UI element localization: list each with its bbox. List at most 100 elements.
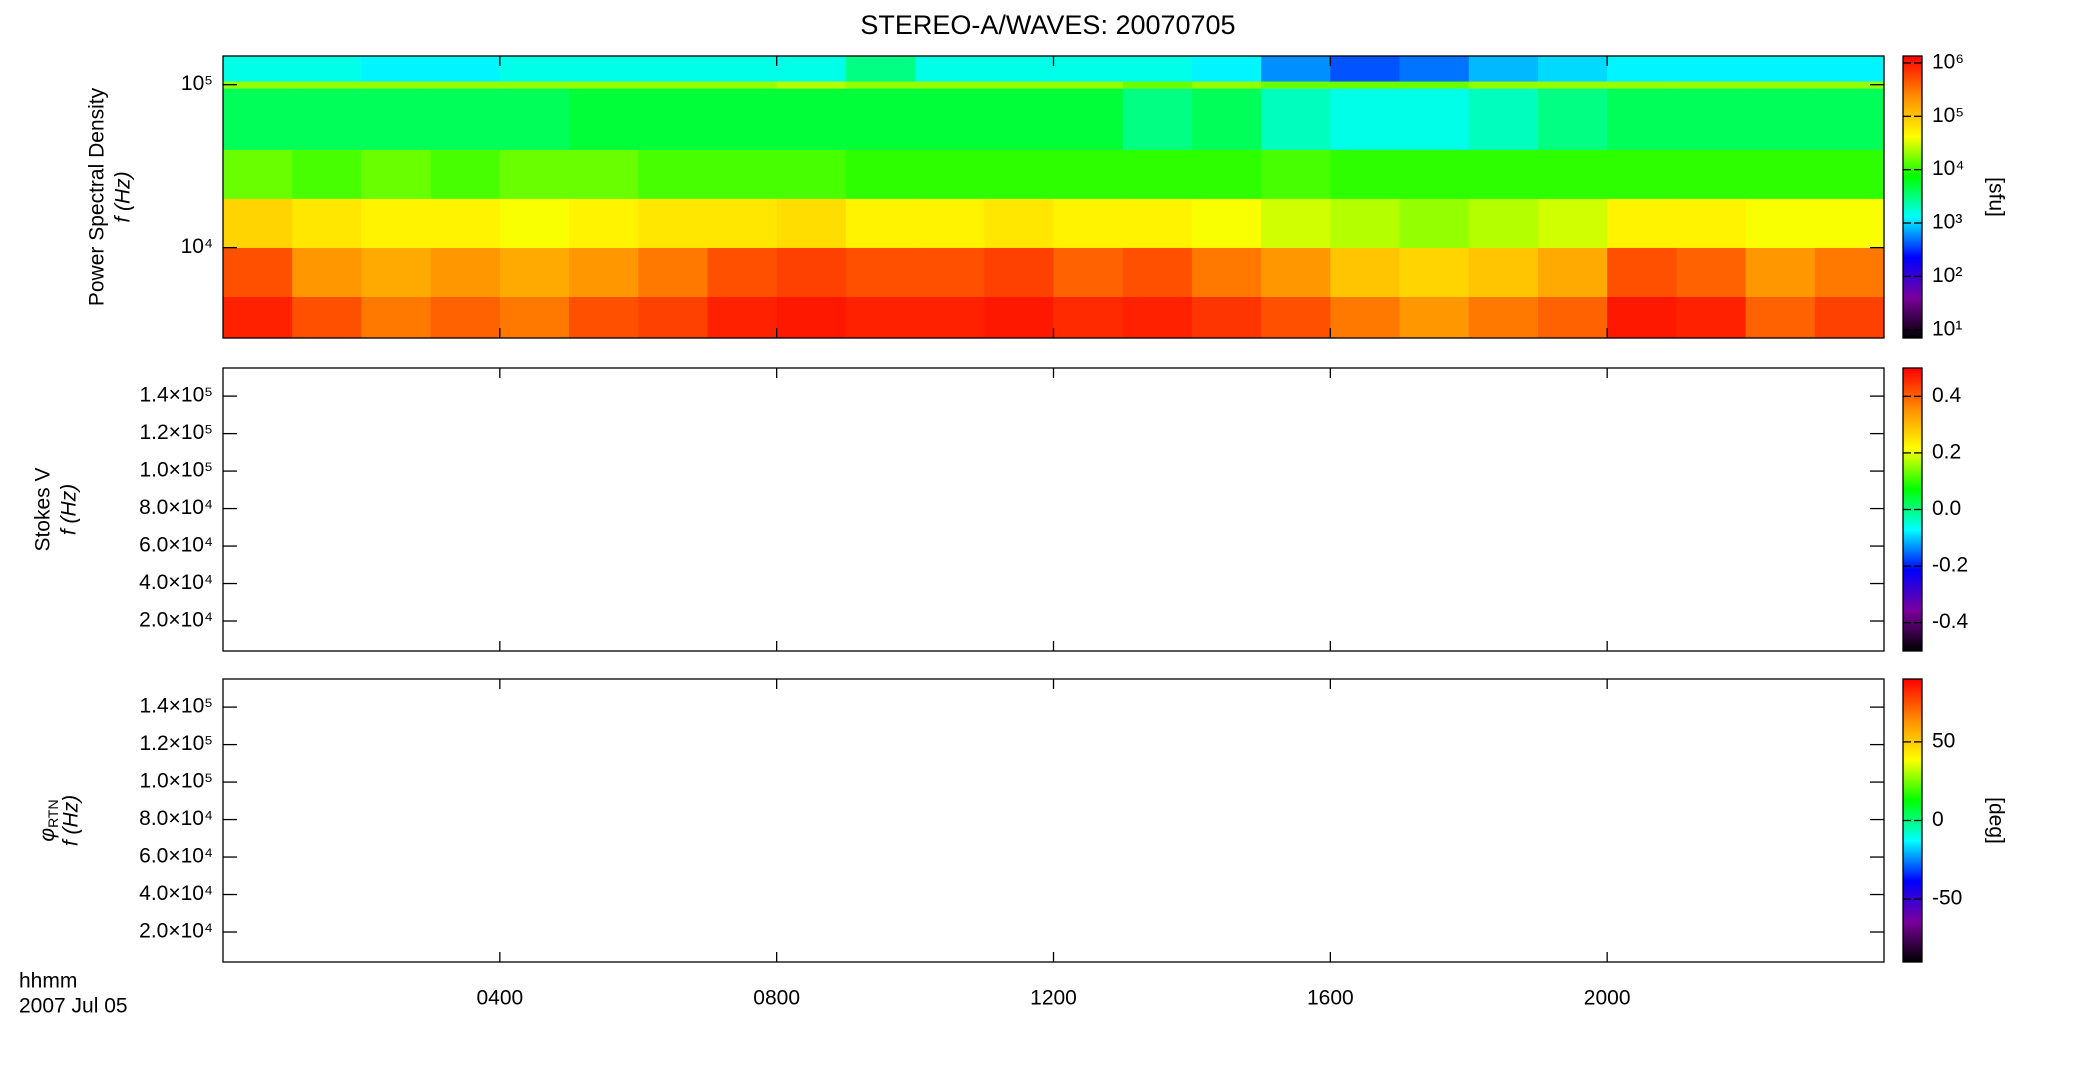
heatmap-cell: [1122, 149, 1193, 199]
heatmap-cell: [430, 88, 501, 150]
heatmap-cell: [1191, 56, 1262, 82]
heatmap-cell: [1537, 81, 1608, 89]
y-axis-label: f (Hz): [58, 484, 81, 535]
y-tick-label: 2.0×10⁴: [139, 920, 213, 943]
date-label: 2007 Jul 05: [19, 995, 128, 1018]
heatmap-cell: [984, 149, 1054, 199]
heatmap-cell: [430, 247, 501, 298]
heatmap-cell: [776, 296, 847, 339]
heatmap-cell: [430, 198, 501, 248]
heatmap-cell: [1745, 88, 1816, 150]
heatmap-cell: [1053, 296, 1124, 339]
heatmap-cell: [569, 81, 639, 89]
colorbar-label: [deg]: [1984, 797, 2007, 844]
x-tick-label: 0800: [753, 987, 800, 1010]
y-tick-label: 4.0×10⁴: [139, 571, 213, 594]
heatmap-cell: [430, 56, 501, 82]
colorbar-tick-label: 0.2: [1932, 440, 1961, 463]
y-tick-label: 10⁴: [181, 235, 213, 258]
heatmap-cell: [430, 296, 501, 339]
colorbar-tick-label: 10⁶: [1932, 51, 1964, 74]
y-axis-label: Power Spectral Density: [86, 87, 109, 306]
heatmap-cell: [1191, 198, 1262, 248]
y-tick-label: 8.0×10⁴: [139, 807, 213, 830]
heatmap-cell: [361, 296, 432, 339]
heatmap-cell: [845, 247, 916, 298]
heatmap-cell: [569, 88, 639, 150]
heatmap-cell: [845, 81, 916, 89]
heatmap-cell: [1122, 198, 1193, 248]
heatmap-cell: [1191, 247, 1262, 298]
heatmap-cell: [1468, 81, 1539, 89]
colorbar-tick-label: 10³: [1932, 211, 1962, 234]
heatmap-cell: [292, 81, 362, 89]
y-tick-label: 1.4×10⁵: [139, 384, 213, 407]
heatmap-cell: [776, 149, 847, 199]
heatmap-cell: [1745, 247, 1816, 298]
x-tick-label: 2000: [1584, 987, 1631, 1010]
heatmap-cell: [1122, 88, 1193, 150]
heatmap-cell: [361, 149, 432, 199]
heatmap-cell: [1399, 296, 1470, 339]
colorbar-tick-label: 0.0: [1932, 497, 1961, 520]
heatmap-cell: [1191, 81, 1262, 89]
heatmap-cell: [1053, 198, 1124, 248]
heatmap-cell: [430, 81, 501, 89]
heatmap-cell: [1399, 247, 1470, 298]
heatmap-cell: [1468, 88, 1539, 150]
heatmap-cell: [984, 247, 1054, 298]
heatmap-cell: [1330, 56, 1401, 82]
heatmap-cell: [569, 296, 639, 339]
heatmap-cell: [707, 296, 778, 339]
heatmap-cell: [1261, 56, 1331, 82]
heatmap-cell: [638, 56, 708, 82]
y-axis-label: f (Hz): [112, 171, 135, 222]
x-tick-label: 0400: [476, 987, 523, 1010]
heatmap-cell: [915, 56, 985, 82]
heatmap-cell: [569, 198, 639, 248]
heatmap-cell: [915, 198, 985, 248]
heatmap-cell: [776, 81, 847, 89]
colorbar-label: [sfu]: [1984, 177, 2007, 217]
heatmap-cell: [223, 56, 293, 82]
heatmap-cell: [1122, 247, 1193, 298]
heatmap-cell: [1537, 247, 1608, 298]
heatmap-cell: [1261, 88, 1331, 150]
heatmap-cell: [984, 88, 1054, 150]
heatmap-cell: [223, 88, 293, 150]
heatmap-cell: [776, 198, 847, 248]
y-tick-label: 6.0×10⁴: [139, 534, 213, 557]
heatmap-cell: [707, 81, 778, 89]
heatmap-cell: [569, 149, 639, 199]
heatmap-cell: [1607, 81, 1677, 89]
heatmap-cell: [1814, 56, 1885, 82]
heatmap-cell: [1261, 198, 1331, 248]
y-tick-label: 1.0×10⁵: [139, 459, 213, 482]
heatmap-cell: [361, 88, 432, 150]
heatmap-cell: [1745, 56, 1816, 82]
heatmap-cell: [1745, 81, 1816, 89]
heatmap-cell: [1399, 81, 1470, 89]
heatmap-cell: [499, 149, 570, 199]
heatmap-cell: [845, 56, 916, 82]
heatmap-cell: [707, 149, 778, 199]
heatmap-cell: [638, 81, 708, 89]
heatmap-cell: [1814, 149, 1885, 199]
colorbar-tick-label: 10²: [1932, 264, 1962, 287]
heatmap-cell: [1053, 81, 1124, 89]
heatmap-cell: [1399, 56, 1470, 82]
heatmap-cell: [223, 198, 293, 248]
heatmap-cell: [1191, 88, 1262, 150]
heatmap-cell: [1537, 88, 1608, 150]
heatmap-cell: [1676, 56, 1747, 82]
heatmap-cell: [1676, 81, 1747, 89]
heatmap-cell: [1053, 149, 1124, 199]
heatmap-cell: [1607, 247, 1677, 298]
heatmap-cell: [638, 296, 708, 339]
heatmap-cell: [1745, 149, 1816, 199]
heatmap-cell: [499, 56, 570, 82]
heatmap-cell: [1399, 198, 1470, 248]
heatmap-cell: [223, 149, 293, 199]
heatmap-cell: [1191, 296, 1262, 339]
y-tick-label: 2.0×10⁴: [139, 609, 213, 632]
